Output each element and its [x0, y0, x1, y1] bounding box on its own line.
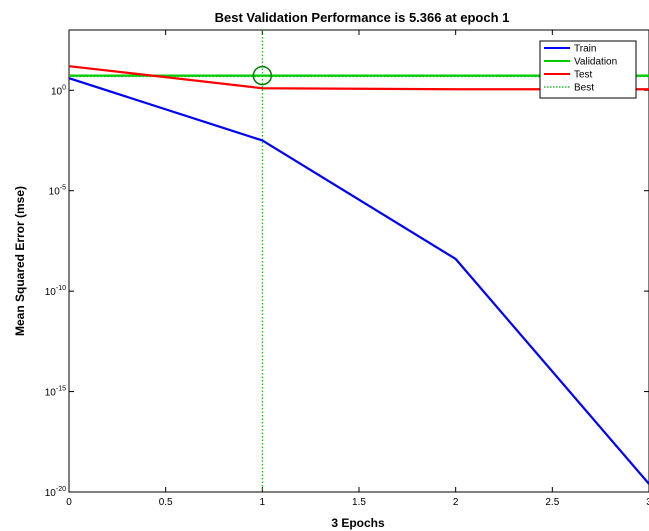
x-tick-label: 1 [260, 497, 266, 508]
legend: Train Validation Test Best [539, 40, 637, 99]
best-marker-circle [252, 65, 273, 86]
x-tick-label: 2 [453, 497, 459, 508]
legend-label-best: Best [574, 83, 594, 94]
y-tick-label: 10-10 [45, 285, 66, 298]
y-tick-label: 10-15 [45, 386, 66, 399]
x-tick-label: 0.5 [159, 497, 173, 508]
series-line-train [68, 77, 649, 485]
y-tick-label: 10-20 [45, 486, 66, 499]
plot-frame [68, 29, 649, 493]
legend-label-test: Test [574, 70, 593, 81]
y-axis-label: Mean Squared Error (mse) [13, 186, 27, 336]
plot-area: 0 0.5 1 1.5 2 2.5 3 100 10-5 10-10 10-15 10-20 [45, 29, 649, 508]
x-tick-label: 1.5 [352, 497, 366, 508]
x-axis-label: 3 Epochs [331, 516, 385, 530]
legend-box [539, 40, 637, 99]
x-tick-label: 0 [66, 497, 72, 508]
x-tick-label: 3 [646, 497, 649, 508]
legend-label-train: Train [574, 44, 596, 55]
y-tick-label: 10-5 [49, 185, 66, 198]
y-tick-label: 100 [51, 84, 66, 97]
chart-title: Best Validation Performance is 5.366 at … [215, 10, 510, 25]
legend-label-validation: Validation [574, 57, 617, 68]
x-tick-label: 2.5 [545, 497, 559, 508]
